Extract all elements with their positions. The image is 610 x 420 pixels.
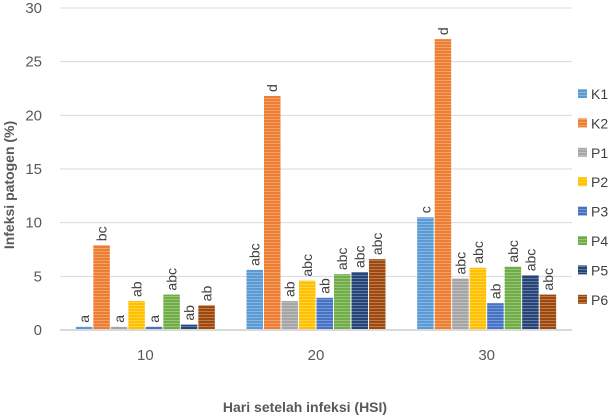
legend-label-p6: P6 [591, 292, 608, 308]
legend-label-p2: P2 [591, 174, 608, 190]
significance-label: a [76, 315, 92, 323]
significance-label: abc [470, 241, 486, 264]
y-tick-label: 0 [34, 322, 42, 339]
x-axis-ticks: 10 20 30 [137, 347, 495, 364]
x-axis-title: Hari setelah infeksi (HSI) [223, 399, 387, 415]
bar-k1-20 [246, 269, 263, 330]
y-tick-label: 10 [25, 215, 42, 232]
significance-label: abc [352, 245, 368, 268]
y-tick-label: 30 [25, 0, 42, 17]
legend-swatch-p3 [578, 206, 587, 216]
x-tick-label: 20 [308, 347, 325, 364]
y-tick-label: 15 [25, 161, 42, 178]
x-tick-label: 10 [137, 347, 154, 364]
y-tick-label: 25 [25, 54, 42, 71]
bar-p5-20 [351, 272, 368, 330]
legend-label-k2: K2 [591, 115, 608, 131]
significance-label: d [264, 84, 280, 92]
bar-p3-10 [145, 326, 163, 330]
bar-p2-10 [128, 301, 145, 330]
bar-p4-30 [504, 266, 522, 330]
bar-p5-10 [180, 324, 198, 330]
significance-label: abc [247, 243, 263, 266]
significance-label: abc [522, 249, 538, 272]
bar-p3-20 [316, 297, 333, 330]
legend-swatch-k1 [578, 89, 587, 98]
significance-label: ab [181, 305, 197, 321]
bar-k2-30 [434, 39, 452, 330]
significance-label: c [417, 206, 433, 213]
bar-k2-10 [93, 245, 110, 330]
bars [75, 39, 557, 330]
legend-swatch-k2 [578, 118, 587, 128]
bar-p2-20 [299, 280, 316, 330]
legend: K1 K2 P1 P2 P3 P4 P5 P6 [578, 86, 608, 308]
legend-swatch-p4 [578, 236, 587, 245]
significance-label: a [111, 315, 127, 323]
legend-label-p4: P4 [591, 233, 608, 249]
significance-label: abc [540, 268, 556, 291]
bar-p6-10 [198, 305, 215, 330]
y-axis-ticks: 0 5 10 15 20 25 30 [25, 0, 42, 339]
legend-swatch-p5 [578, 265, 587, 275]
y-axis-title: Infeksi patogen (%) [1, 121, 17, 249]
bar-p4-20 [334, 274, 351, 330]
significance-label: bc [94, 226, 110, 241]
significance-label: a [146, 315, 162, 323]
bar-p6-20 [369, 259, 386, 330]
significance-label: ab [129, 281, 145, 297]
significance-label: ab [282, 281, 298, 297]
bar-p5-30 [522, 275, 539, 330]
bar-p1-10 [110, 326, 128, 330]
significance-label: ab [199, 286, 215, 302]
significance-label: abc [334, 248, 350, 271]
bar-p1-30 [452, 278, 469, 330]
bar-p3-30 [487, 303, 504, 330]
gridlines [60, 7, 572, 277]
bar-p4-10 [163, 294, 180, 330]
significance-label: abc [452, 252, 468, 275]
significance-label: abc [164, 268, 180, 291]
legend-label-p1: P1 [591, 145, 608, 161]
bar-p2-30 [469, 267, 487, 330]
bar-p1-20 [281, 301, 298, 330]
significance-label: ab [317, 278, 333, 294]
legend-label-p3: P3 [591, 204, 608, 220]
significance-label: abc [299, 254, 315, 277]
legend-swatch-p1 [578, 147, 587, 157]
legend-label-k1: K1 [591, 86, 608, 102]
bar-k1-30 [417, 217, 434, 330]
y-tick-label: 5 [34, 268, 42, 285]
significance-label: abc [369, 233, 385, 256]
significance-label: d [435, 27, 451, 35]
bar-k1-10 [75, 326, 93, 330]
y-tick-label: 20 [25, 107, 42, 124]
legend-label-p5: P5 [591, 262, 608, 278]
bar-k2-20 [264, 96, 281, 330]
bar-p6-30 [539, 294, 557, 330]
legend-swatch-p2 [578, 177, 587, 187]
x-tick-label: 30 [478, 347, 495, 364]
legend-swatch-p6 [578, 294, 587, 304]
significance-label: ab [487, 283, 503, 299]
significance-label: abc [505, 240, 521, 263]
